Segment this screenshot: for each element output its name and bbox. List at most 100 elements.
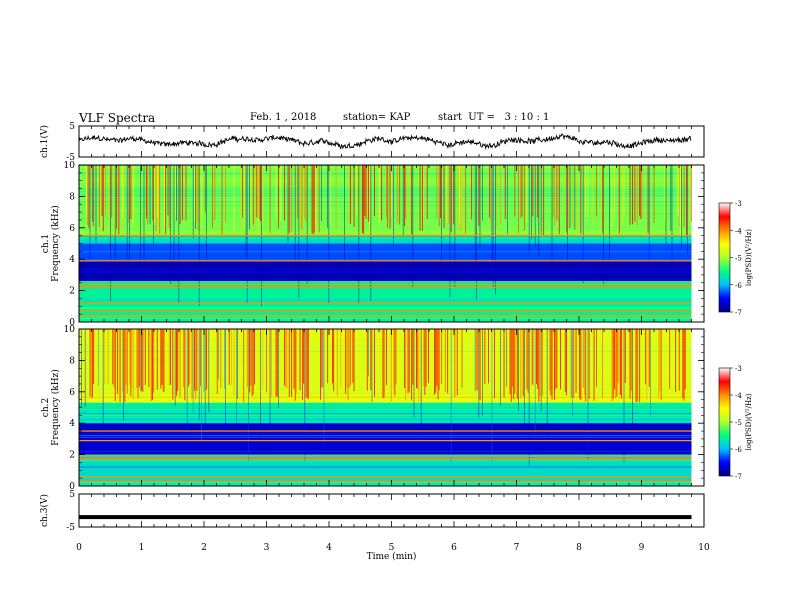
y-axis-label: Frequency (kHz)	[50, 205, 61, 282]
spectrogram-striation	[79, 343, 692, 344]
sferic-gap	[245, 165, 247, 256]
y-tick-label: 5	[69, 122, 75, 132]
sferic-gap	[192, 165, 194, 239]
y-axis-label: ch.1(V)	[39, 125, 50, 158]
sferic-gap	[528, 165, 530, 254]
sferic-streak	[618, 329, 620, 400]
sferic-streak	[617, 329, 619, 383]
sferic-gap	[482, 329, 483, 416]
sferic-streak	[262, 165, 264, 227]
sferic-streak	[383, 329, 385, 398]
sferic-streak	[86, 165, 87, 219]
narrowband-line	[79, 286, 692, 289]
sferic-gap	[208, 329, 210, 412]
sferic-streak	[288, 165, 290, 233]
sferic-gap	[236, 329, 237, 425]
sferic-streak	[680, 165, 681, 236]
sferic-gap	[546, 329, 548, 443]
sferic-streak	[321, 329, 323, 388]
sferic-streak	[636, 329, 638, 402]
spectrogram-striation	[79, 484, 692, 485]
sferic-streak	[350, 329, 351, 386]
sferic-gap	[534, 329, 536, 431]
sferic-gap	[102, 329, 104, 442]
sferic-streak	[168, 165, 170, 228]
sferic-gap	[531, 165, 532, 240]
sferic-streak	[405, 329, 407, 401]
y-tick-label: 8	[69, 192, 75, 202]
sferic-streak	[107, 329, 109, 384]
sferic-gap	[540, 329, 542, 411]
sferic-streak	[689, 165, 691, 221]
spectrogram-striation	[79, 243, 692, 245]
sferic-streak	[212, 165, 213, 228]
sferic-streak	[522, 329, 524, 397]
sferic-streak	[636, 165, 638, 226]
sferic-streak	[228, 329, 230, 385]
sferic-streak	[592, 165, 594, 223]
sferic-streak	[460, 165, 462, 232]
sferic-streak	[630, 329, 632, 391]
sferic-streak	[614, 165, 615, 219]
sferic-streak	[252, 165, 254, 225]
sferic-streak	[399, 165, 401, 225]
colorbar-tick-label: -6	[735, 446, 742, 454]
sferic-streak	[122, 329, 123, 392]
x-axis-label: Time (min)	[367, 551, 417, 562]
sferic-gap	[204, 165, 206, 213]
sferic-streak	[411, 329, 413, 401]
narrowband-line	[79, 302, 692, 304]
sferic-streak	[387, 165, 389, 228]
sferic-gap	[623, 329, 625, 463]
spectrogram-striation	[79, 460, 692, 462]
sferic-streak	[629, 165, 631, 225]
sferic-streak	[303, 329, 305, 384]
sferic-gap	[582, 329, 584, 388]
spectrogram-striation	[79, 358, 692, 360]
sferic-streak	[520, 329, 522, 399]
sferic-streak	[335, 165, 337, 229]
sferic-streak	[647, 165, 649, 233]
spectrogram-striation	[79, 366, 692, 368]
sferic-streak	[254, 329, 255, 385]
y-tick-label: 0	[69, 318, 75, 328]
spectrogram-striation	[79, 415, 692, 416]
sferic-streak	[312, 165, 314, 235]
sferic-streak	[345, 329, 347, 394]
x-tick-label: 4	[326, 543, 332, 553]
sferic-streak	[514, 329, 516, 394]
sferic-streak	[622, 165, 624, 226]
sferic-gap	[260, 329, 261, 454]
sferic-streak	[585, 329, 587, 402]
sferic-gap	[671, 165, 673, 267]
sferic-gap	[650, 329, 651, 418]
spectrogram-striation	[79, 299, 692, 301]
sferic-streak	[418, 329, 420, 402]
sferic-gap	[328, 165, 330, 305]
sferic-streak	[130, 165, 132, 220]
sferic-gap	[603, 165, 604, 286]
sferic-streak	[576, 165, 578, 230]
sferic-streak	[555, 329, 557, 390]
sferic-streak	[250, 165, 252, 222]
sferic-streak	[639, 329, 641, 403]
sferic-streak	[428, 329, 429, 383]
spectrogram-striation	[79, 436, 692, 438]
sferic-streak	[348, 329, 350, 389]
sferic-streak	[318, 165, 320, 233]
sferic-streak	[659, 329, 661, 392]
sferic-streak	[669, 329, 671, 389]
colorbar-tick-label: -7	[735, 309, 742, 317]
sferic-streak	[333, 329, 335, 392]
sferic-streak	[560, 329, 561, 390]
sferic-streak	[542, 329, 543, 396]
sferic-streak	[461, 165, 463, 234]
sferic-streak	[165, 165, 167, 234]
sferic-streak	[596, 165, 597, 217]
spectrogram-striation	[79, 413, 692, 414]
sferic-streak	[118, 165, 120, 234]
sferic-streak	[156, 329, 158, 390]
sferic-gap	[687, 165, 688, 254]
sferic-streak	[378, 165, 380, 225]
sferic-streak	[423, 329, 425, 387]
